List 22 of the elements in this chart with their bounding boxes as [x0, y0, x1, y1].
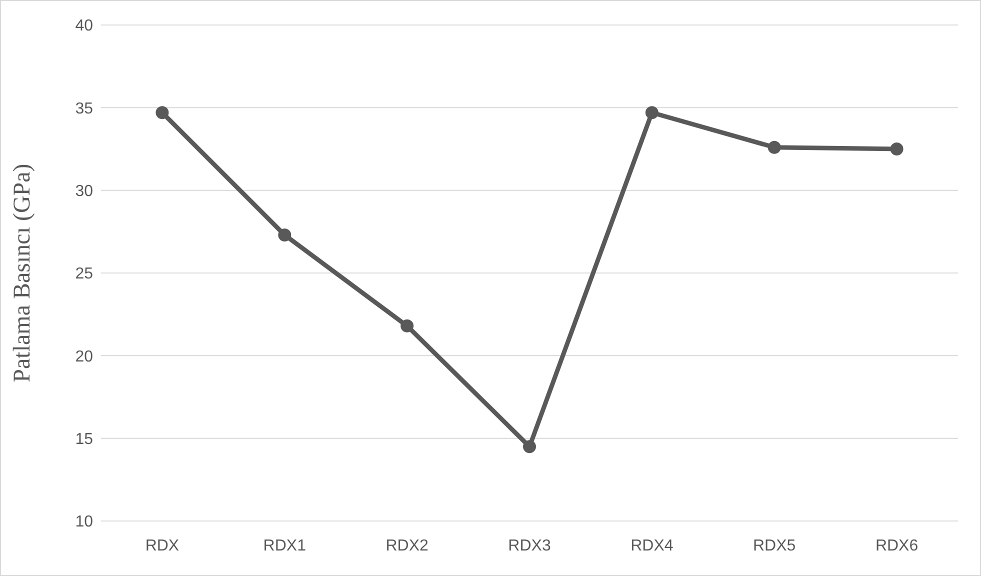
y-tick-label: 20: [75, 348, 94, 366]
x-tick-label: RDX6: [875, 537, 918, 554]
y-tick-label: 10: [75, 514, 94, 531]
point: [400, 319, 414, 332]
y-tick-label: 30: [75, 183, 94, 200]
point: [278, 228, 292, 242]
y-axis-title: Patlama Basıncı (GPa): [10, 164, 36, 382]
x-tick-label: RDX1: [263, 537, 306, 554]
x-tick-label: RDX4: [630, 537, 674, 554]
x-tick-label: RDX2: [386, 537, 429, 554]
x-tick-label: RDX: [145, 537, 180, 554]
y-tick-label: 35: [75, 100, 94, 118]
x-tick-label: RDX5: [753, 537, 796, 554]
y-tick-label: 25: [75, 266, 94, 283]
point: [156, 106, 169, 120]
point: [768, 140, 781, 154]
y-tick-label: 15: [75, 431, 94, 448]
y-tick-label: 40: [75, 18, 94, 35]
point: [645, 106, 658, 120]
point: [523, 440, 536, 454]
point: [890, 142, 904, 156]
x-tick-label: RDX3: [508, 537, 551, 554]
